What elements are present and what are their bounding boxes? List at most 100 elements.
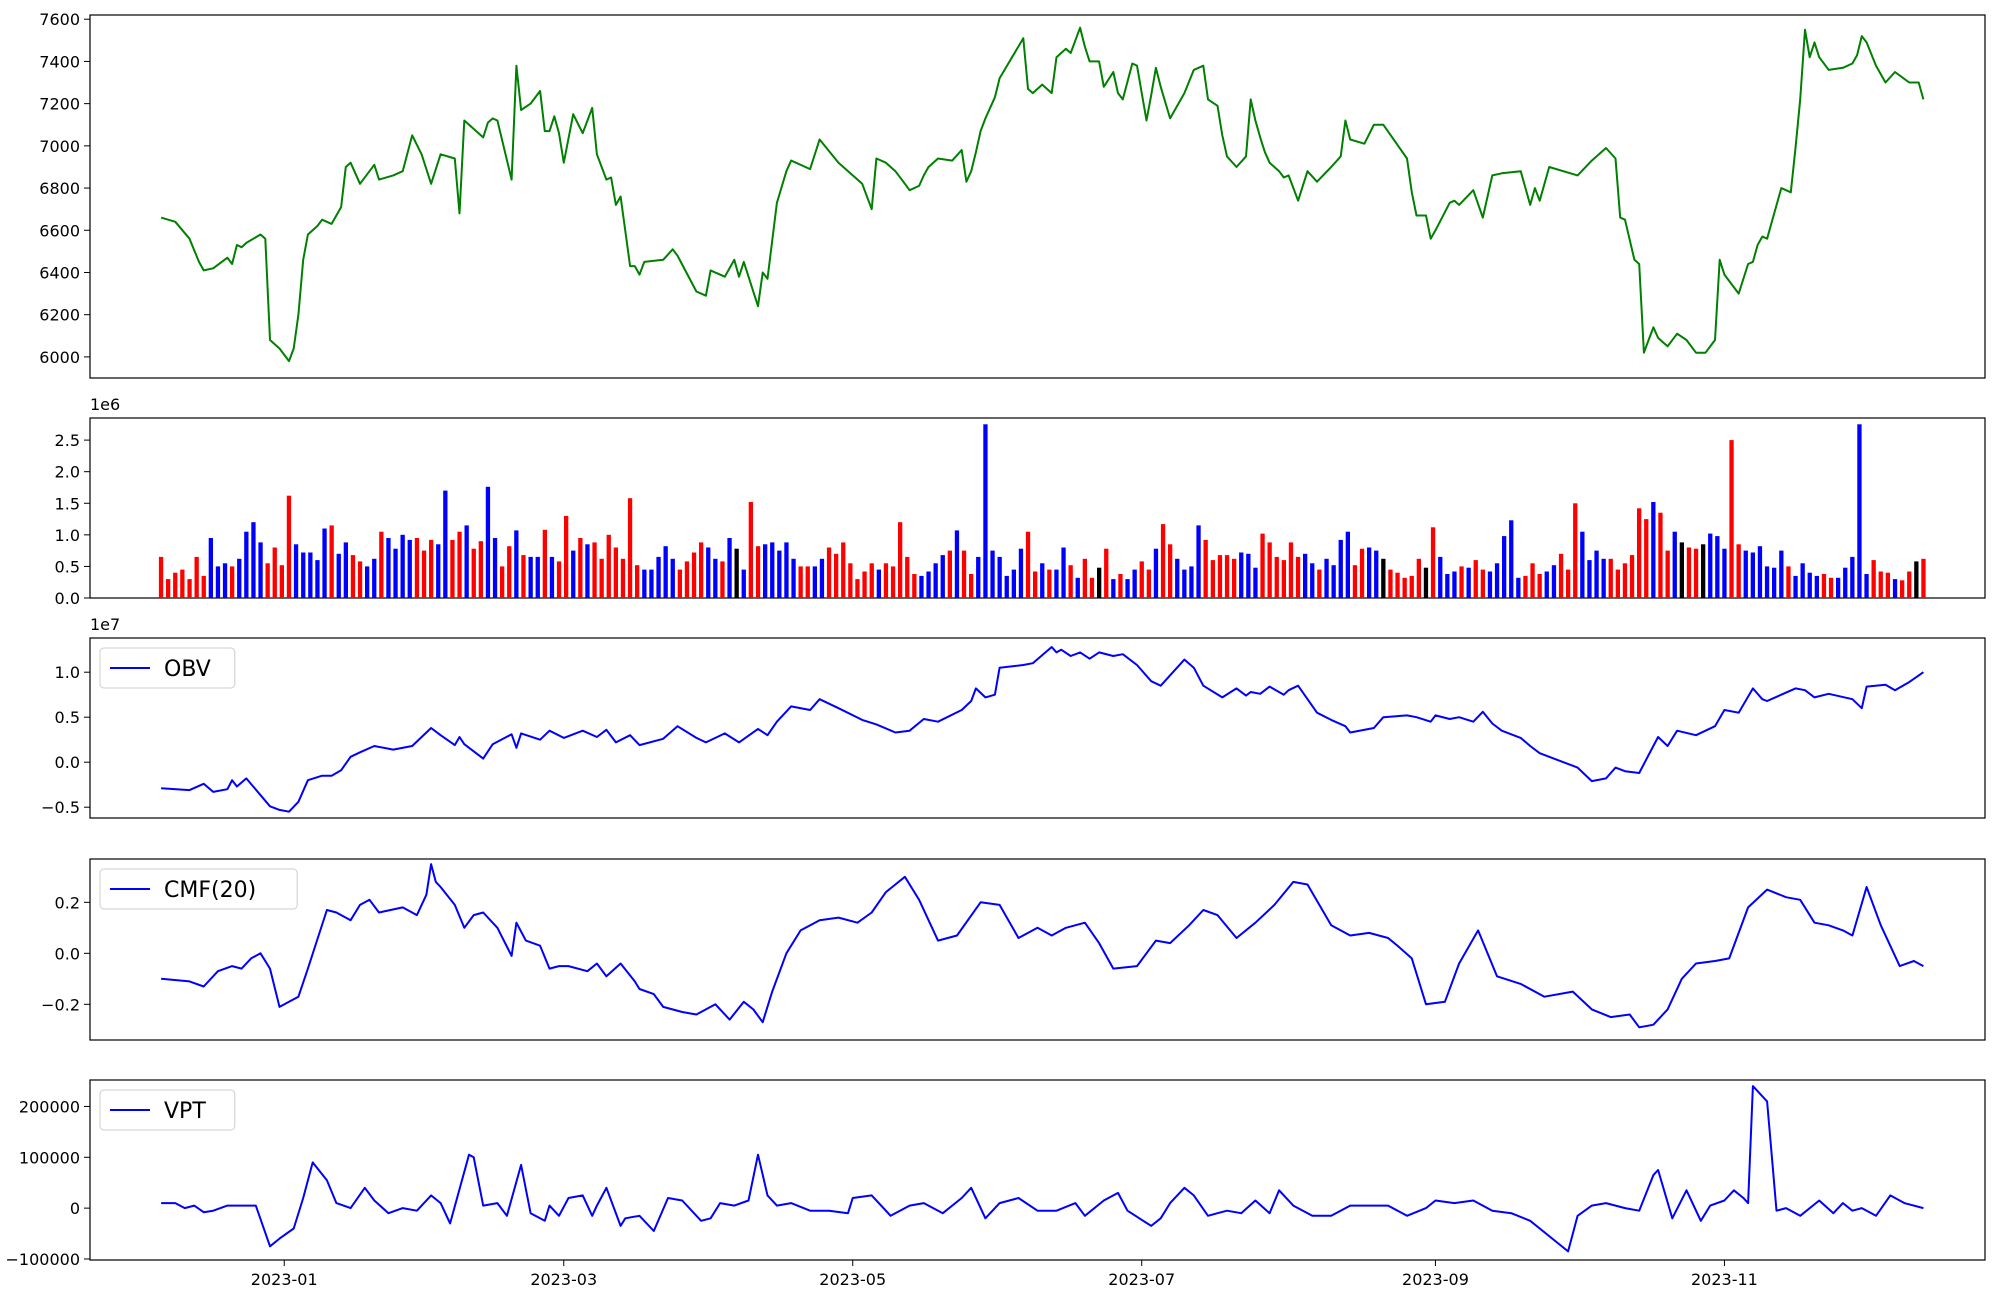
volume-bar: [699, 542, 704, 598]
volume-bar: [251, 522, 256, 598]
volume-bar: [407, 539, 412, 598]
volume-bar: [1864, 574, 1869, 598]
volume-bar: [755, 546, 761, 598]
volume-bar: [805, 566, 810, 598]
volume-ytick-label: 1.5: [55, 494, 80, 513]
obv-legend-label: OBV: [164, 657, 211, 682]
volume-bar: [1310, 563, 1315, 598]
volume-bar: [1828, 577, 1834, 598]
volume-bar: [1210, 560, 1215, 598]
volume-bar: [1637, 508, 1642, 598]
volume-bar: [1878, 571, 1883, 598]
volume-bar: [272, 547, 277, 598]
volume-bar: [642, 569, 647, 598]
volume-bar: [1239, 552, 1244, 598]
volume-bar: [940, 555, 945, 598]
volume-bar: [947, 550, 952, 598]
cmf-axes-frame: [89, 858, 1986, 1041]
volume-bar: [1338, 539, 1343, 598]
volume-bar: [464, 525, 469, 598]
volume-bar: [1807, 572, 1812, 598]
volume-bar: [1459, 566, 1464, 598]
volume-bar: [1764, 566, 1770, 598]
volume-bar: [1224, 555, 1230, 598]
volume-bar: [1352, 565, 1358, 598]
volume-bar: [713, 558, 718, 598]
volume-bar: [890, 566, 896, 598]
volume-bar: [564, 515, 569, 598]
volume-bar: [1885, 572, 1890, 598]
vpt-ytick-label: −100000: [6, 1250, 80, 1269]
volume-bar: [1068, 565, 1073, 598]
price-series-line: [160, 26, 1925, 363]
volume-bar: [244, 531, 249, 598]
volume-bar: [606, 534, 611, 598]
x-tick-label: 2023-07: [1108, 1270, 1175, 1289]
volume-bar: [201, 575, 206, 598]
volume-bar: [1040, 563, 1045, 598]
volume-bar: [578, 538, 583, 598]
volume-bar: [1423, 567, 1429, 598]
vpt-legend: VPT: [99, 1089, 236, 1131]
volume-bar: [1494, 563, 1500, 598]
vpt-panel: −100000 0 100000 200000 VPT 2023-01 2023-03 202…: [6, 1079, 1986, 1289]
volume-bar: [1203, 539, 1208, 598]
volume-bar: [812, 566, 817, 598]
cmf-legend-label: CMF(20): [164, 878, 256, 903]
volume-bar: [1047, 569, 1052, 598]
volume-bar: [684, 561, 690, 598]
vpt-ytick-label: 0: [70, 1199, 80, 1218]
volume-bar: [791, 558, 796, 598]
volume-bar: [528, 556, 533, 598]
volume-bar: [521, 555, 526, 598]
volume-bar: [393, 548, 398, 598]
volume-bar: [1097, 567, 1102, 598]
volume-bar: [1473, 560, 1478, 598]
volume-bar: [677, 569, 682, 598]
obv-offset-text: 1e7: [90, 615, 120, 634]
volume-bar: [1708, 533, 1713, 598]
volume-bar: [514, 530, 519, 598]
cmf-legend: CMF(20): [99, 868, 298, 910]
volume-bar: [1779, 550, 1784, 598]
volume-bar: [1693, 548, 1699, 598]
volume-bar: [1715, 536, 1720, 598]
volume-bar: [535, 556, 540, 598]
obv-ytick-label: 0.0: [55, 753, 80, 772]
volume-bar: [1260, 533, 1265, 598]
obv-legend-box: [99, 647, 236, 689]
volume-bar: [222, 563, 228, 598]
volume-bar: [1480, 569, 1485, 598]
volume-bar: [1118, 574, 1123, 598]
volume-bar: [1324, 558, 1329, 598]
volume-bar: [1438, 556, 1443, 598]
volume-bar: [1523, 575, 1528, 598]
volume-bar: [158, 556, 164, 598]
obv-axes-frame: [89, 637, 1986, 819]
vpt-legend-label: VPT: [164, 1099, 206, 1124]
volume-bar: [763, 544, 768, 598]
volume-bar: [954, 530, 960, 598]
volume-ytick-label: 2.5: [55, 431, 80, 450]
volume-bar: [343, 542, 348, 598]
volume-bar: [1374, 550, 1379, 598]
volume-bar: [1757, 546, 1763, 598]
volume-bar: [1367, 547, 1372, 598]
price-ytick-label: 6600: [39, 221, 80, 240]
volume-bar: [1608, 558, 1613, 598]
price-ytick-label: 6000: [39, 348, 80, 367]
volume-bar: [826, 547, 832, 598]
volume-bar: [1800, 563, 1805, 598]
volume-bar: [1516, 577, 1521, 598]
volume-bar: [1615, 569, 1620, 598]
volume-ytick-label: 1.0: [55, 526, 80, 545]
volume-bar: [592, 542, 597, 598]
volume-bar: [784, 542, 789, 598]
volume-bar: [308, 552, 313, 598]
volume-bar: [1871, 560, 1876, 598]
price-axes-frame: [89, 14, 1986, 379]
volume-bar: [1416, 558, 1421, 598]
volume-bar: [1580, 531, 1585, 598]
volume-bar: [1125, 579, 1130, 598]
cmf-ytick-label: 0.0: [55, 944, 80, 963]
